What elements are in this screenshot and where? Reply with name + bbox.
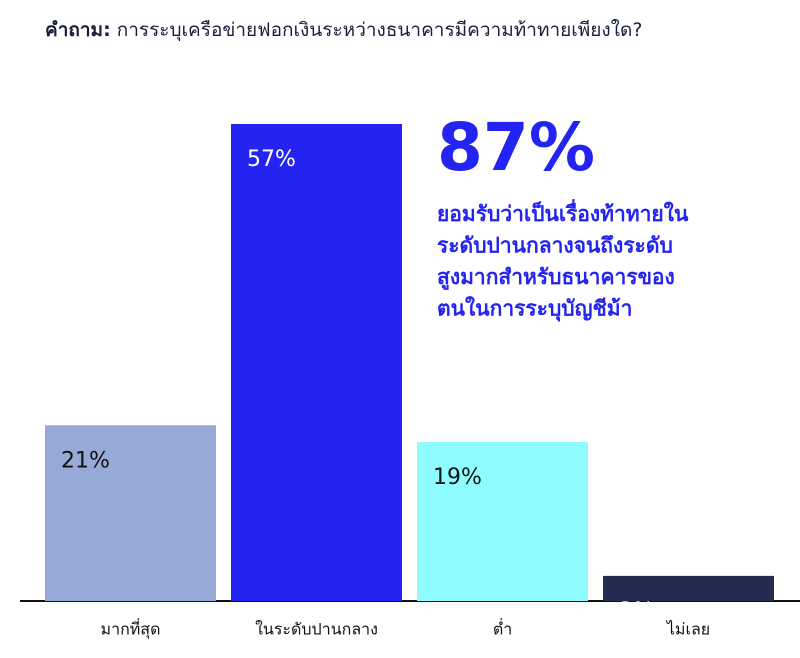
value-label: 57% xyxy=(247,147,296,172)
x-tick-label: ในระดับปานกลาง xyxy=(255,620,378,639)
annotation-line: ระดับปานกลางจนถึงระดับ xyxy=(437,234,673,258)
title-prefix: คำถาม: xyxy=(45,19,111,41)
bar xyxy=(231,124,402,601)
x-tick-label: ไม่เลย xyxy=(665,620,710,639)
value-label: 19% xyxy=(433,465,482,490)
annotation-headline: 87% xyxy=(437,109,595,186)
annotation-line: ตนในการระบุบัญชีม้า xyxy=(437,296,632,323)
bar xyxy=(45,425,216,601)
value-label: 21% xyxy=(61,448,110,473)
x-tick-label: มากที่สุด xyxy=(101,618,161,640)
chart-title: คำถาม: การระบุเครือข่ายฟอกเงินระหว่างธนาค… xyxy=(45,19,642,42)
x-tick-label: ต่ำ xyxy=(493,618,512,639)
annotation-line: สูงมากสำหรับธนาคารของ xyxy=(437,265,675,291)
bar xyxy=(603,575,774,601)
bar xyxy=(417,442,588,601)
title-text: การระบุเครือข่ายฟอกเงินระหว่างธนาคารมีคว… xyxy=(117,19,643,42)
value-label: 3% xyxy=(619,599,654,624)
annotation-line: ยอมรับว่าเป็นเรื่องท้าทายใน xyxy=(437,198,689,226)
